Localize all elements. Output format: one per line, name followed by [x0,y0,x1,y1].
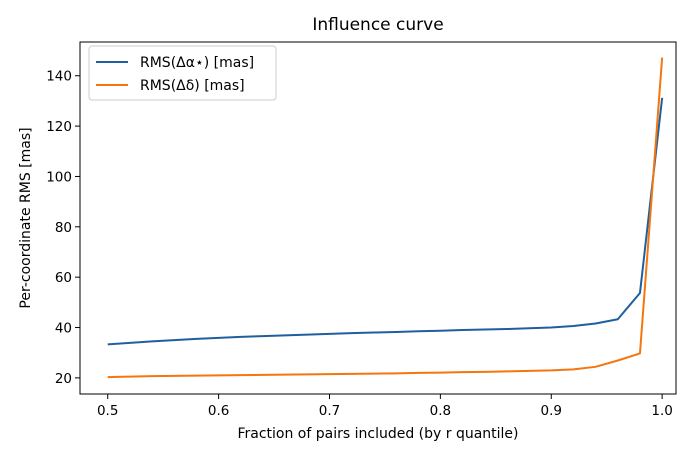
legend: RMS(Δα⋆) [mas] RMS(Δδ) [mas] [88,45,277,101]
legend-box [88,45,277,101]
axes-frame [79,41,677,395]
x-axis-label: Fraction of pairs included (by r quantil… [237,426,518,442]
x-tick-label: 0.7 [319,403,340,419]
series-layer [107,57,664,379]
x-tick-label: 0.8 [430,403,451,419]
y-tick-label: 140 [46,69,72,85]
x-tick-label: 0.6 [208,403,229,419]
y-tick-label: 80 [55,220,72,236]
y-axis-ticks: 20 40 60 80 100 120 140 [46,69,80,387]
x-tick-label: 1.0 [651,403,672,419]
series-line-ra [107,97,664,346]
legend-label-ra: RMS(Δα⋆) [mas] [140,55,254,71]
series-line-dec [107,57,664,379]
y-tick-label: 60 [55,270,72,286]
chart-title: Influence curve [312,15,443,35]
legend-label-dec: RMS(Δδ) [mas] [140,78,245,94]
y-tick-label: 100 [46,169,72,185]
y-tick-label: 20 [55,371,72,387]
y-tick-label: 120 [46,119,72,135]
x-tick-label: 0.9 [541,403,562,419]
y-axis-label: Per-coordinate RMS [mas] [18,127,34,308]
x-axis-ticks: 0.5 0.6 0.7 0.8 0.9 1.0 [97,394,673,419]
y-tick-label: 40 [55,321,72,337]
x-tick-label: 0.5 [97,403,118,419]
